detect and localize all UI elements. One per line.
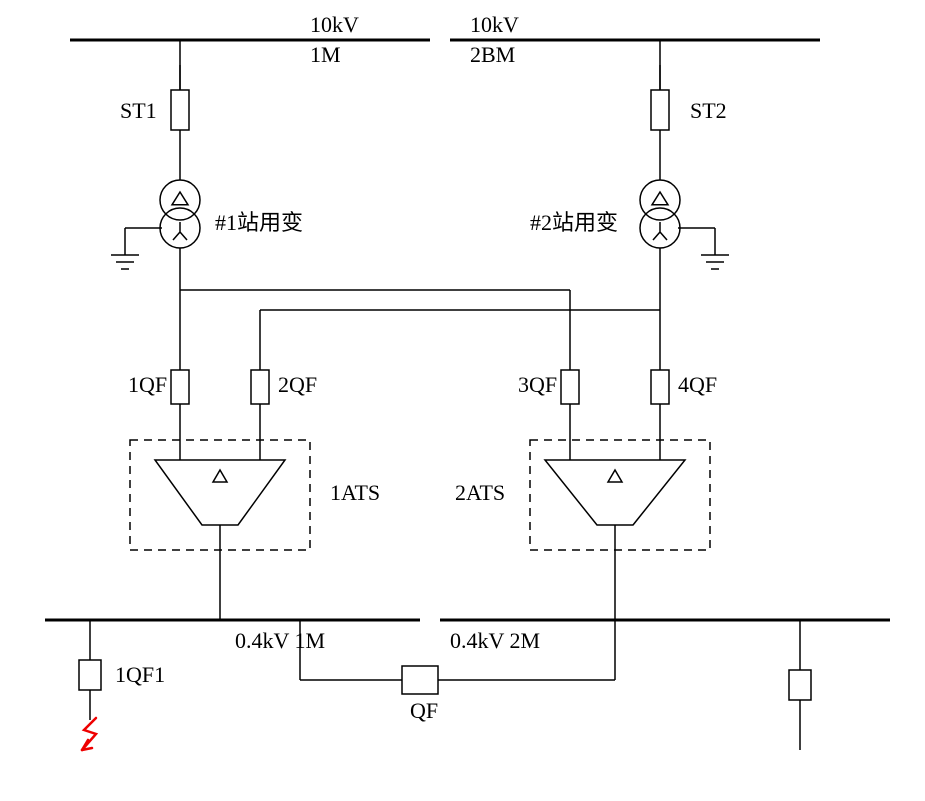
svg-text:0.4kV 1M: 0.4kV 1M [235, 628, 325, 653]
svg-text:2QF: 2QF [278, 372, 317, 397]
svg-text:3QF: 3QF [518, 372, 557, 397]
svg-text:1ATS: 1ATS [330, 480, 380, 505]
svg-text:2ATS: 2ATS [455, 480, 505, 505]
svg-text:ST2: ST2 [690, 98, 727, 123]
svg-text:1QF1: 1QF1 [115, 662, 165, 687]
svg-text:#1站用变: #1站用变 [215, 210, 303, 235]
svg-text:QF: QF [410, 698, 438, 723]
svg-text:10kV: 10kV [310, 12, 359, 37]
svg-text:1QF: 1QF [128, 372, 167, 397]
svg-text:4QF: 4QF [678, 372, 717, 397]
svg-text:2BM: 2BM [470, 42, 515, 67]
single-line-diagram: 10kV 1M 10kV 2BM ST1 ST2 #1站用变 #2站用变 1QF 2QF 3QF 4Q… [0, 0, 925, 801]
svg-text:ST1: ST1 [120, 98, 157, 123]
svg-text:0.4kV 2M: 0.4kV 2M [450, 628, 540, 653]
svg-text:#2站用变: #2站用变 [530, 210, 618, 235]
svg-text:1M: 1M [310, 42, 341, 67]
svg-text:10kV: 10kV [470, 12, 519, 37]
